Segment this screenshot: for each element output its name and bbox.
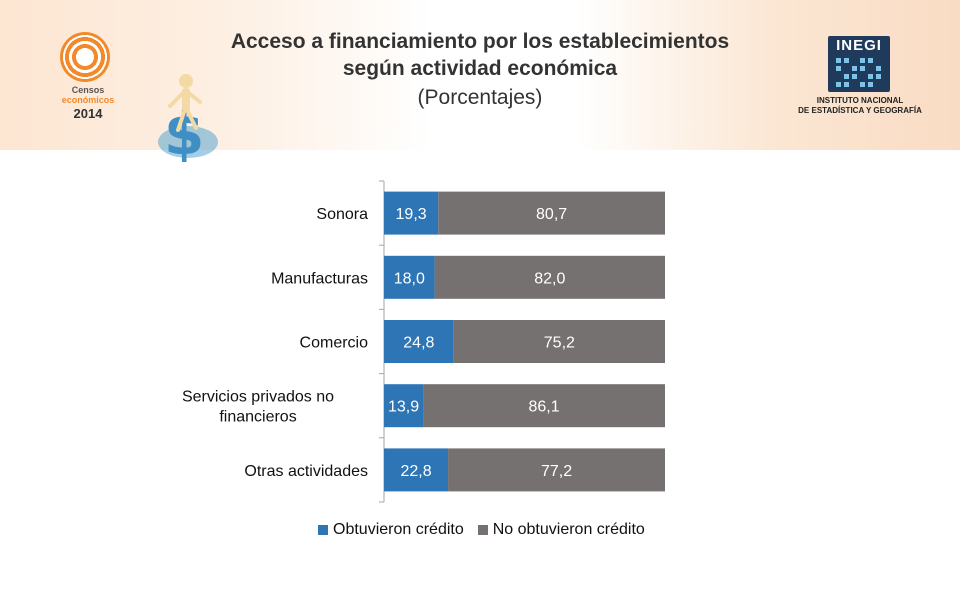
bar-no-obtuvieron: [423, 384, 665, 428]
censos-logo-line1: Censos: [71, 85, 105, 95]
header-band: [0, 0, 960, 150]
category-label: Otras actividades: [244, 463, 368, 480]
category-label: Manufacturas: [271, 270, 368, 287]
data-label: 22,8: [400, 463, 431, 480]
category-label: Sonora: [316, 206, 368, 223]
chart-title-line1: Acceso a financiamiento por los establec…: [230, 30, 730, 53]
censos-economicos-logo: Censos económicos 2014: [52, 30, 122, 121]
data-label: 13,9: [388, 399, 419, 416]
bar-obtuvieron: [384, 255, 435, 299]
data-label: 75,2: [544, 335, 575, 352]
data-label: 19,3: [396, 206, 427, 223]
data-label: 82,0: [534, 270, 565, 287]
figure-dollar-illustration: $: [158, 74, 218, 162]
bar-no-obtuvieron: [434, 255, 665, 299]
bar-no-obtuvieron: [448, 448, 665, 492]
inegi-logo-word: INEGI: [836, 37, 882, 54]
bar-obtuvieron: [384, 191, 439, 235]
censos-logo-year: 2014: [73, 106, 103, 121]
category-label: financieros: [219, 409, 296, 426]
legend-swatch-obtuvieron: [318, 525, 328, 535]
bar-obtuvieron: [384, 448, 449, 492]
legend-label-no-obtuvieron: No obtuvieron crédito: [492, 521, 645, 538]
censos-logo-line2: económicos: [61, 95, 115, 105]
inegi-caption-line2: DE ESTADÍSTICA Y GEOGRAFÍA: [798, 106, 922, 115]
inegi-caption-line1: INSTITUTO NACIONAL: [816, 96, 904, 105]
category-label: Comercio: [300, 335, 369, 352]
data-label: 80,7: [536, 206, 567, 223]
inegi-dots-icon: [836, 58, 881, 87]
data-label: 86,1: [528, 399, 559, 416]
data-label: 24,8: [403, 335, 434, 352]
bar-no-obtuvieron: [453, 320, 665, 363]
legend-item-obtuvieron: Obtuvieron crédito: [318, 521, 464, 539]
legend-swatch-no-obtuvieron: [477, 525, 488, 535]
bar-obtuvieron: [384, 320, 454, 363]
bar-no-obtuvieron: [438, 191, 665, 235]
category-label: Servicios privados no: [182, 389, 334, 406]
data-label: 18,0: [394, 270, 425, 287]
chart-legend: Obtuvieron crédito No obtuvieron crédito: [318, 521, 659, 539]
data-label: 77,2: [541, 463, 572, 480]
chart-subtitle: (Porcentajes): [417, 86, 543, 109]
inegi-logo: INEGI INSTITUTO NACIONAL DE ESTADÍSTICA …: [790, 36, 930, 122]
bar-obtuvieron: [384, 384, 424, 428]
legend-label-obtuvieron: Obtuvieron crédito: [333, 521, 464, 538]
censos-ring-icon: [60, 32, 110, 82]
legend-item-no-obtuvieron: No obtuvieron crédito: [477, 521, 645, 539]
chart-title-line2: según actividad económica: [342, 57, 618, 80]
